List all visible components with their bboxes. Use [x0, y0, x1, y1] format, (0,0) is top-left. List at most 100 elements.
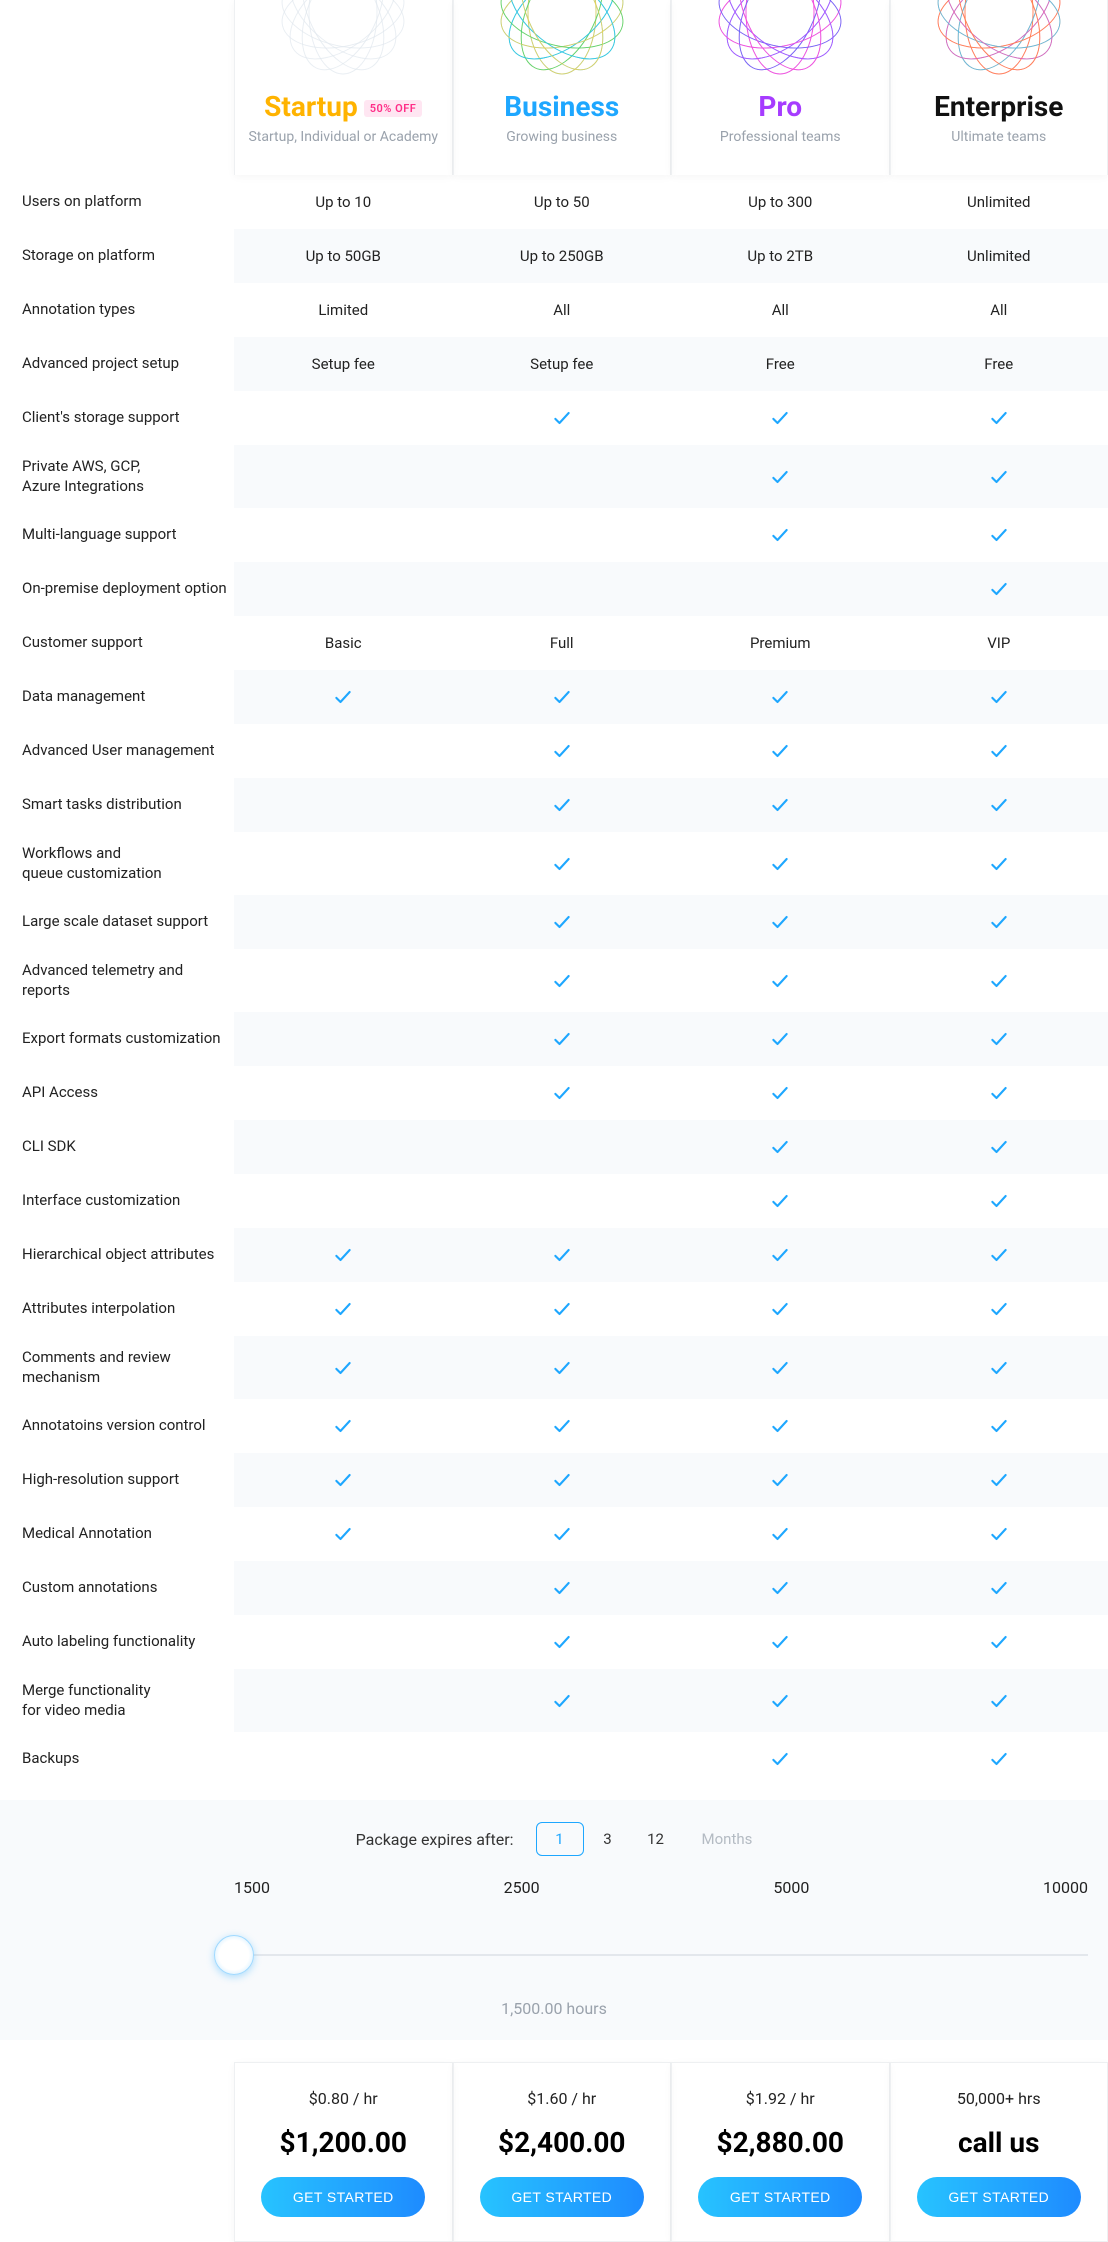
feature-cell	[890, 1282, 1108, 1336]
feature-cell	[234, 1507, 453, 1561]
feature-cell	[453, 562, 672, 616]
get-started-button[interactable]: GET STARTED	[480, 2177, 644, 2217]
feature-cell	[234, 1732, 453, 1786]
discount-badge: 50% OFF	[364, 100, 423, 117]
expiry-option-1[interactable]: 1	[536, 1822, 584, 1856]
check-icon	[989, 1137, 1009, 1157]
check-icon	[333, 1470, 353, 1490]
expiry-option-12[interactable]: 12	[632, 1822, 680, 1856]
check-icon	[989, 1578, 1009, 1598]
feature-row: On-premise deployment option	[0, 562, 1108, 616]
feature-cell	[453, 778, 672, 832]
check-icon	[770, 854, 790, 874]
feature-label: Medical Annotation	[0, 1507, 234, 1561]
feature-cell	[671, 391, 890, 445]
check-icon	[989, 795, 1009, 815]
feature-cell: Setup fee	[234, 337, 453, 391]
feature-row: API Access	[0, 1066, 1108, 1120]
feature-cell	[890, 724, 1108, 778]
check-icon	[552, 1029, 572, 1049]
feature-cell	[890, 1561, 1108, 1615]
feature-row: Private AWS, GCP, Azure Integrations	[0, 445, 1108, 508]
plan-header-row: Startup50% OFFStartup, Individual or Aca…	[0, 0, 1108, 175]
feature-label: Advanced User management	[0, 724, 234, 778]
feature-row: Customer supportBasicFullPremiumVIP	[0, 616, 1108, 670]
feature-label: CLI SDK	[0, 1120, 234, 1174]
slider[interactable]	[234, 1933, 1088, 1977]
check-icon	[552, 1299, 572, 1319]
feature-cell	[671, 1336, 890, 1399]
get-started-button[interactable]: GET STARTED	[698, 2177, 862, 2217]
check-icon	[333, 1524, 353, 1544]
feature-cell	[453, 1120, 672, 1174]
feature-cell	[453, 1399, 672, 1453]
check-icon	[552, 741, 572, 761]
check-icon	[989, 525, 1009, 545]
check-icon	[552, 795, 572, 815]
check-icon	[989, 1358, 1009, 1378]
get-started-button[interactable]: GET STARTED	[261, 2177, 425, 2217]
feature-cell	[453, 949, 672, 1012]
feature-cell	[671, 508, 890, 562]
check-icon	[552, 912, 572, 932]
feature-cell	[453, 1507, 672, 1561]
check-icon	[552, 1245, 572, 1265]
check-icon	[770, 795, 790, 815]
slider-scale: 15002500500010000	[234, 1878, 1108, 1897]
check-icon	[770, 1416, 790, 1436]
check-icon	[989, 1245, 1009, 1265]
feature-label: Interface customization	[0, 1174, 234, 1228]
slider-stop: 1500	[234, 1878, 270, 1897]
feature-row: Attributes interpolation	[0, 1282, 1108, 1336]
feature-row: Annotatoins version control	[0, 1399, 1108, 1453]
feature-row: Comments and review mechanism	[0, 1336, 1108, 1399]
feature-cell	[453, 1282, 672, 1336]
feature-label: Customer support	[0, 616, 234, 670]
feature-cell	[234, 1615, 453, 1669]
check-icon	[552, 1691, 572, 1711]
feature-row: Smart tasks distribution	[0, 778, 1108, 832]
feature-cell	[234, 1066, 453, 1120]
plan-deco-icon	[672, 0, 889, 88]
feature-cell	[671, 1507, 890, 1561]
feature-cell	[671, 1066, 890, 1120]
feature-cell	[234, 949, 453, 1012]
feature-row: Auto labeling functionality	[0, 1615, 1108, 1669]
feature-cell	[453, 670, 672, 724]
feature-label: Data management	[0, 670, 234, 724]
check-icon	[552, 1083, 572, 1103]
check-icon	[552, 687, 572, 707]
feature-cell: Up to 50GB	[234, 229, 453, 283]
feature-cell	[890, 1507, 1108, 1561]
feature-row: Backups	[0, 1732, 1108, 1786]
slider-handle[interactable]	[214, 1935, 254, 1975]
check-icon	[770, 687, 790, 707]
check-icon	[333, 1299, 353, 1319]
feature-cell: Up to 2TB	[671, 229, 890, 283]
feature-row: Advanced User management	[0, 724, 1108, 778]
check-icon	[770, 1578, 790, 1598]
check-icon	[770, 912, 790, 932]
check-icon	[770, 1299, 790, 1319]
feature-row: Advanced telemetry and reports	[0, 949, 1108, 1012]
feature-cell	[453, 1336, 672, 1399]
price-card-startup: $0.80 / hr$1,200.00GET STARTED	[234, 2062, 453, 2242]
plan-subtitle: Ultimate teams	[891, 129, 1108, 145]
feature-cell	[671, 778, 890, 832]
feature-row: Annotation typesLimitedAllAllAll	[0, 283, 1108, 337]
expiry-option-3[interactable]: 3	[584, 1822, 632, 1856]
check-icon	[770, 408, 790, 428]
feature-cell	[890, 1399, 1108, 1453]
pricing-row: $0.80 / hr$1,200.00GET STARTED$1.60 / hr…	[0, 2062, 1108, 2242]
get-started-button[interactable]: GET STARTED	[917, 2177, 1081, 2217]
check-icon	[770, 1137, 790, 1157]
feature-cell	[234, 1282, 453, 1336]
check-icon	[989, 1083, 1009, 1103]
feature-row: Data management	[0, 670, 1108, 724]
feature-cell	[234, 1012, 453, 1066]
feature-cell	[453, 508, 672, 562]
check-icon	[770, 1524, 790, 1544]
feature-cell: Limited	[234, 283, 453, 337]
feature-row: Storage on platformUp to 50GBUp to 250GB…	[0, 229, 1108, 283]
feature-cell	[890, 1066, 1108, 1120]
